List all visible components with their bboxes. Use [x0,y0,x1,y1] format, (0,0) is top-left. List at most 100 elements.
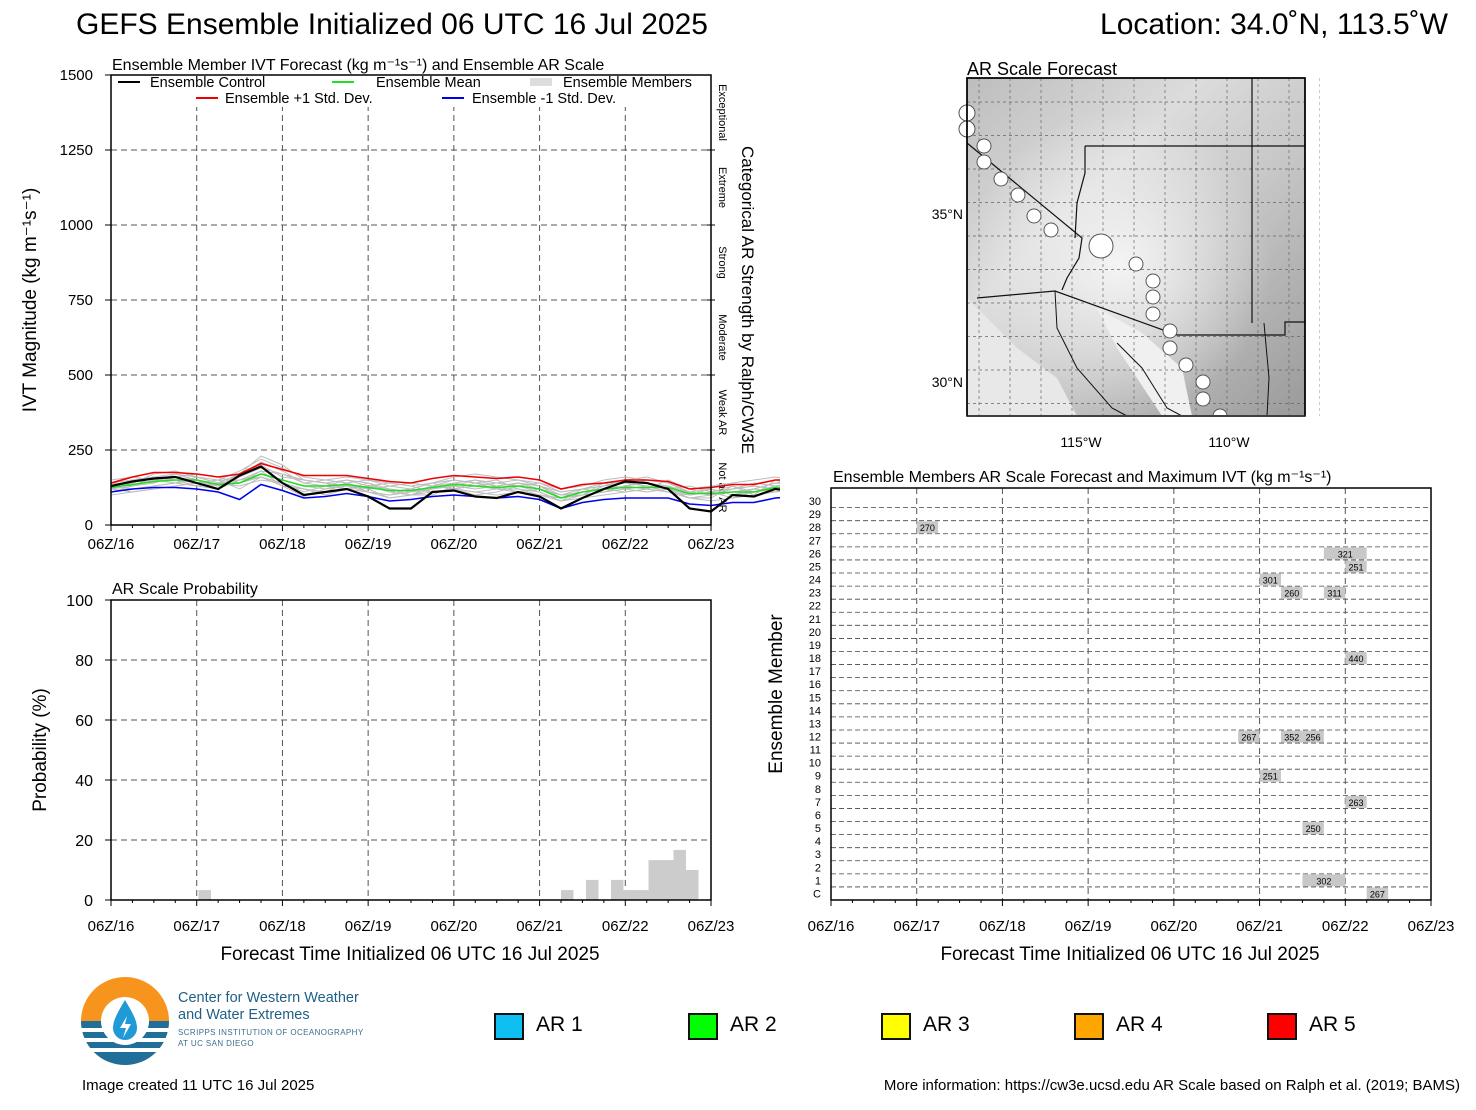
member-ar-event [916,521,939,534]
member-chart-title: Ensemble Members AR Scale Forecast and M… [833,469,1332,486]
ivt-x-tick-label: 06Z/23 [688,536,735,553]
member-label: 29 [809,509,821,521]
prob-bar [611,879,624,900]
ivt-series-line [110,462,780,490]
prob-bar [636,890,649,900]
map-ar-point [976,138,992,154]
ivt-category-label: Extreme [716,167,728,208]
ivt-y-tick-label: 250 [68,442,93,459]
ivt-category-label: Moderate [716,314,728,360]
map-mask [966,415,1306,462]
member-x-tick-label: 06Z/17 [893,918,940,935]
member-ar-event [1323,586,1346,599]
member-max-ivt: 440 [1348,654,1363,664]
ivt-chart: 0 250 500 750 1000 1250 1500 06Z/16 06Z/17 06Z/18… [20,57,780,553]
member-label: 25 [809,561,821,573]
member-max-ivt: 352 [1284,733,1299,743]
image-created-note: Image created 11 UTC 16 Jul 2025 [82,1077,315,1094]
member-label: 7 [815,797,821,809]
ivt-x-tick-label: 06Z/18 [259,536,306,553]
member-label: 16 [809,679,821,691]
member-ar-event [1302,822,1324,835]
ar2-label: AR 2 [730,1013,777,1036]
member-label: 24 [809,575,821,587]
member-max-ivt: 267 [1241,733,1256,743]
map-ar-point [1026,208,1042,224]
member-max-ivt: 270 [920,523,935,533]
ivt-x-tick-label: 06Z/21 [516,536,563,553]
more-info-note: More information: https://cw3e.ucsd.edu … [883,1077,1460,1094]
ivt-series-line [110,465,780,513]
prob-y-tick-label: 100 [66,593,93,610]
member-label: 23 [809,588,821,600]
location-label: Location: 34.0˚N, 113.5˚W [1100,8,1448,41]
member-label: 28 [809,522,821,534]
map-ocean [967,298,1077,416]
member-x-tick-label: 06Z/21 [1236,918,1283,935]
ar3-swatch [881,1013,911,1040]
prob-bar [586,879,599,900]
ivt-y-tick-label: 500 [68,367,93,384]
prob-x-tick-label: 06Z/23 [688,918,735,935]
member-label: 10 [809,758,821,770]
ivt-member-line [110,461,780,502]
prob-y-tick-label: 0 [84,893,93,910]
logo-name-line2: and Water Extremes [178,1007,310,1023]
ivt-member-line [110,470,780,502]
ar3-label: AR 3 [923,1013,970,1036]
member-label: 2 [815,862,821,874]
member-max-ivt: 251 [1263,772,1278,782]
member-label: 22 [809,601,821,613]
member-ar-event [1259,769,1281,782]
member-max-ivt: 256 [1306,733,1321,743]
member-label: 17 [809,666,821,678]
logo-institution-line1: SCRIPPS INSTITUTION OF OCEANOGRAPHY [178,1028,364,1037]
map-coastline-baja [1054,290,1128,417]
member-label: C [813,888,821,900]
member-x-tick-label: 06Z/19 [1065,918,1112,935]
ar-scale-map: AR Scale Forecast 35°N 30°N 115°W 110°W [932,59,1320,462]
prob-chart-title: AR Scale Probability [112,581,258,598]
member-label: 19 [809,640,821,652]
map-title: AR Scale Forecast [967,59,1117,79]
ar1-swatch [494,1013,524,1040]
map-ar-point [1128,256,1144,272]
member-label: 21 [809,614,821,626]
member-label: 8 [815,784,821,796]
map-border-nv-az [1074,146,1086,239]
map-ar-point [993,171,1009,187]
member-label: 6 [815,810,821,822]
member-ar-event [1345,652,1367,665]
ar5-label: AR 5 [1309,1013,1356,1036]
prob-x-axis-label: Forecast Time Initialized 06 UTC 16 Jul … [220,944,599,965]
logo-name-line1: Center for Western Weather [178,990,359,1006]
map-frame-outline [966,77,1306,417]
ivt-legend-label: Ensemble Control [150,75,265,91]
member-x-axis-label: Forecast Time Initialized 06 UTC 16 Jul … [940,944,1319,965]
ar4-swatch [1074,1013,1104,1040]
member-label: 27 [809,535,821,547]
ivt-plot-frame [110,74,712,526]
ivt-y-axis-label: IVT Magnitude (kg m⁻¹s⁻¹) [20,188,41,413]
cw3e-logo [81,977,169,1065]
member-max-ivt: 321 [1338,549,1353,559]
member-label: 13 [809,718,821,730]
ivt-category-label: Weak AR [716,390,728,436]
member-max-ivt: 302 [1316,876,1331,886]
ivt-member-line [110,476,780,499]
map-ar-point [1195,374,1211,390]
map-ar-point [1145,273,1161,289]
ivt-legend-label: Ensemble +1 Std. Dev. [225,91,373,107]
map-ar-point [1145,289,1161,305]
member-ar-chart: C123456789101112131415161718192021222324… [766,469,1454,965]
prob-x-tick-label: 06Z/21 [516,918,563,935]
map-ar-point [1195,391,1211,407]
prob-bar [561,890,574,900]
member-ar-event [1259,573,1281,586]
member-label: 12 [809,732,821,744]
page-title: GEFS Ensemble Initialized 06 UTC 16 Jul … [76,8,708,41]
ivt-member-line [110,458,780,490]
probability-chart: 0 20 40 60 80 100 06Z/16 06Z/17 06Z/18 06Z/19 06Z/… [30,581,735,965]
map-ar-point [1010,187,1026,203]
map-ar-point [1043,222,1059,238]
